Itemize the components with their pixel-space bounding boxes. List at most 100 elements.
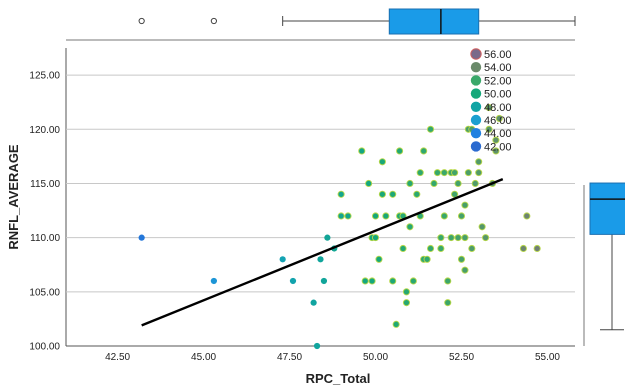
legend-label: 54.00: [484, 62, 512, 74]
y-marginal-boxplot: [583, 182, 625, 346]
legend-label: 52.00: [484, 75, 512, 87]
data-point: [337, 212, 345, 220]
data-point: [409, 277, 417, 285]
data-points: [138, 104, 541, 350]
data-point: [402, 288, 411, 296]
x-tick-label: 52.50: [449, 352, 474, 363]
data-point: [495, 114, 503, 122]
legend-label: 42.00: [484, 141, 512, 153]
data-point: [492, 147, 500, 155]
data-point: [279, 256, 286, 263]
data-point: [492, 136, 500, 144]
data-point: [402, 299, 411, 307]
data-point: [471, 179, 479, 188]
y-boxplot-box: [589, 182, 625, 235]
data-point: [371, 234, 380, 242]
data-point: [358, 147, 366, 155]
data-point: [451, 169, 459, 177]
legend-label: 44.00: [484, 128, 512, 140]
legend-swatch: [470, 48, 482, 60]
data-point: [375, 255, 383, 263]
x-tick-label: 47.50: [277, 352, 302, 363]
data-point: [406, 223, 414, 231]
legend-label: 46.00: [484, 115, 512, 127]
data-point: [533, 244, 541, 253]
data-point: [389, 277, 397, 285]
data-point: [437, 234, 445, 242]
data-point: [337, 190, 345, 198]
legend-swatch: [470, 128, 482, 139]
data-point: [440, 169, 448, 177]
data-point: [210, 277, 217, 285]
y-tick-label: 105.00: [29, 287, 60, 298]
data-point: [440, 212, 448, 220]
data-point: [399, 244, 407, 253]
data-point: [378, 190, 386, 198]
data-point: [289, 277, 297, 285]
data-point: [423, 255, 431, 263]
legend-swatch: [470, 101, 482, 113]
data-point: [420, 147, 428, 155]
data-point: [371, 212, 380, 220]
data-point: [523, 212, 531, 220]
data-point: [437, 244, 445, 253]
data-point: [478, 223, 486, 231]
data-point: [457, 255, 466, 263]
data-point: [413, 190, 421, 198]
data-point: [447, 234, 455, 242]
data-point: [392, 320, 400, 328]
x-axis-title: RPC_Total: [306, 371, 371, 386]
data-point: [519, 244, 527, 253]
data-point: [317, 256, 324, 263]
y-tick-labels: 100.00 105.00 110.00 115.00 120.00 125.00: [29, 71, 60, 353]
data-point: [378, 158, 386, 166]
y-axis-title: RNFL_AVERAGE: [6, 144, 21, 250]
y-tick-label: 115.00: [30, 179, 60, 190]
x-tick-label: 42.50: [105, 352, 130, 363]
y-tick-label: 110.00: [30, 233, 60, 244]
data-point: [344, 212, 352, 220]
legend-swatch: [470, 114, 482, 126]
data-point: [406, 179, 414, 188]
x-tick-label: 55.00: [535, 352, 560, 363]
data-point: [320, 277, 328, 285]
x-boxplot-box: [388, 8, 480, 35]
y-tick-label: 120.00: [29, 125, 60, 136]
data-point: [433, 169, 441, 177]
plot-area: [65, 48, 575, 347]
data-point: [457, 212, 466, 220]
data-point: [389, 190, 397, 198]
data-point: [482, 234, 490, 242]
data-point: [382, 212, 390, 220]
data-point: [444, 299, 452, 307]
x-tick-label: 50.00: [363, 352, 388, 363]
legend-label: 50.00: [484, 89, 512, 101]
data-point: [396, 147, 404, 155]
data-point: [454, 234, 462, 242]
data-point: [310, 299, 317, 306]
x-boxplot-outlier: [138, 17, 145, 25]
legend-swatch: [470, 75, 482, 86]
x-boxplot-outlier: [210, 17, 217, 25]
y-tick-label: 125.00: [29, 71, 60, 82]
data-point: [427, 244, 435, 253]
y-tick-label: 100.00: [29, 342, 60, 353]
data-point: [444, 277, 452, 285]
data-point: [461, 266, 469, 274]
data-point: [138, 234, 145, 241]
legend-swatch: [470, 88, 482, 99]
x-marginal-boxplot: [66, 8, 576, 41]
data-point: [427, 125, 435, 133]
data-point: [365, 179, 373, 188]
legend-label: 48.00: [484, 102, 512, 114]
data-point: [485, 125, 493, 133]
x-tick-label: 45.00: [191, 352, 216, 363]
x-tick-labels: 42.50 45.00 47.50 50.00 52.50 55.00: [105, 352, 560, 363]
data-point: [461, 234, 469, 242]
y-gridlines: [66, 74, 575, 293]
data-point: [454, 179, 462, 188]
fit-line: [141, 178, 504, 327]
